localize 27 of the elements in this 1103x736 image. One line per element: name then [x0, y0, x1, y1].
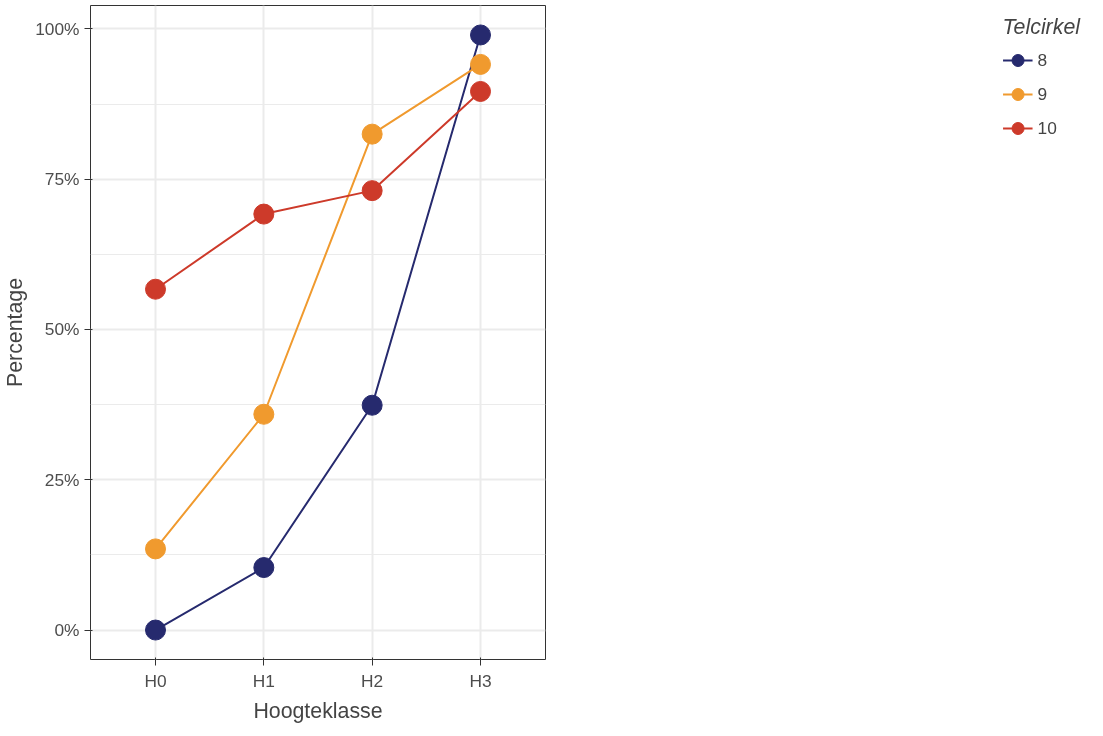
point [470, 80, 491, 102]
point [145, 278, 166, 300]
point [253, 403, 275, 425]
point [361, 123, 383, 145]
y-tick-label: 25% [44, 469, 80, 490]
legend-label: 10 [1037, 117, 1058, 139]
x-tick-label: H3 [469, 670, 492, 691]
y-tick-label: 100% [35, 18, 80, 39]
x-tick-label: H2 [361, 670, 384, 691]
y-axis-title: Percentage [3, 277, 28, 388]
legend-label: 8 [1037, 49, 1049, 71]
legend-title: Telcirkel [1002, 15, 1080, 40]
point [253, 203, 275, 225]
legend-label: 9 [1037, 83, 1049, 105]
point [145, 619, 166, 641]
point [470, 24, 491, 46]
x-axis-title: Hoogteklasse [253, 698, 383, 723]
point [145, 538, 166, 560]
x-tick-label: H1 [252, 670, 275, 691]
y-tick-label: 75% [44, 169, 80, 190]
point [470, 53, 491, 75]
point [361, 180, 383, 202]
y-tick-label: 0% [54, 620, 80, 641]
x-tick-label: H0 [144, 670, 167, 691]
point [361, 394, 383, 416]
point [253, 557, 275, 579]
y-tick-label: 50% [44, 319, 80, 340]
